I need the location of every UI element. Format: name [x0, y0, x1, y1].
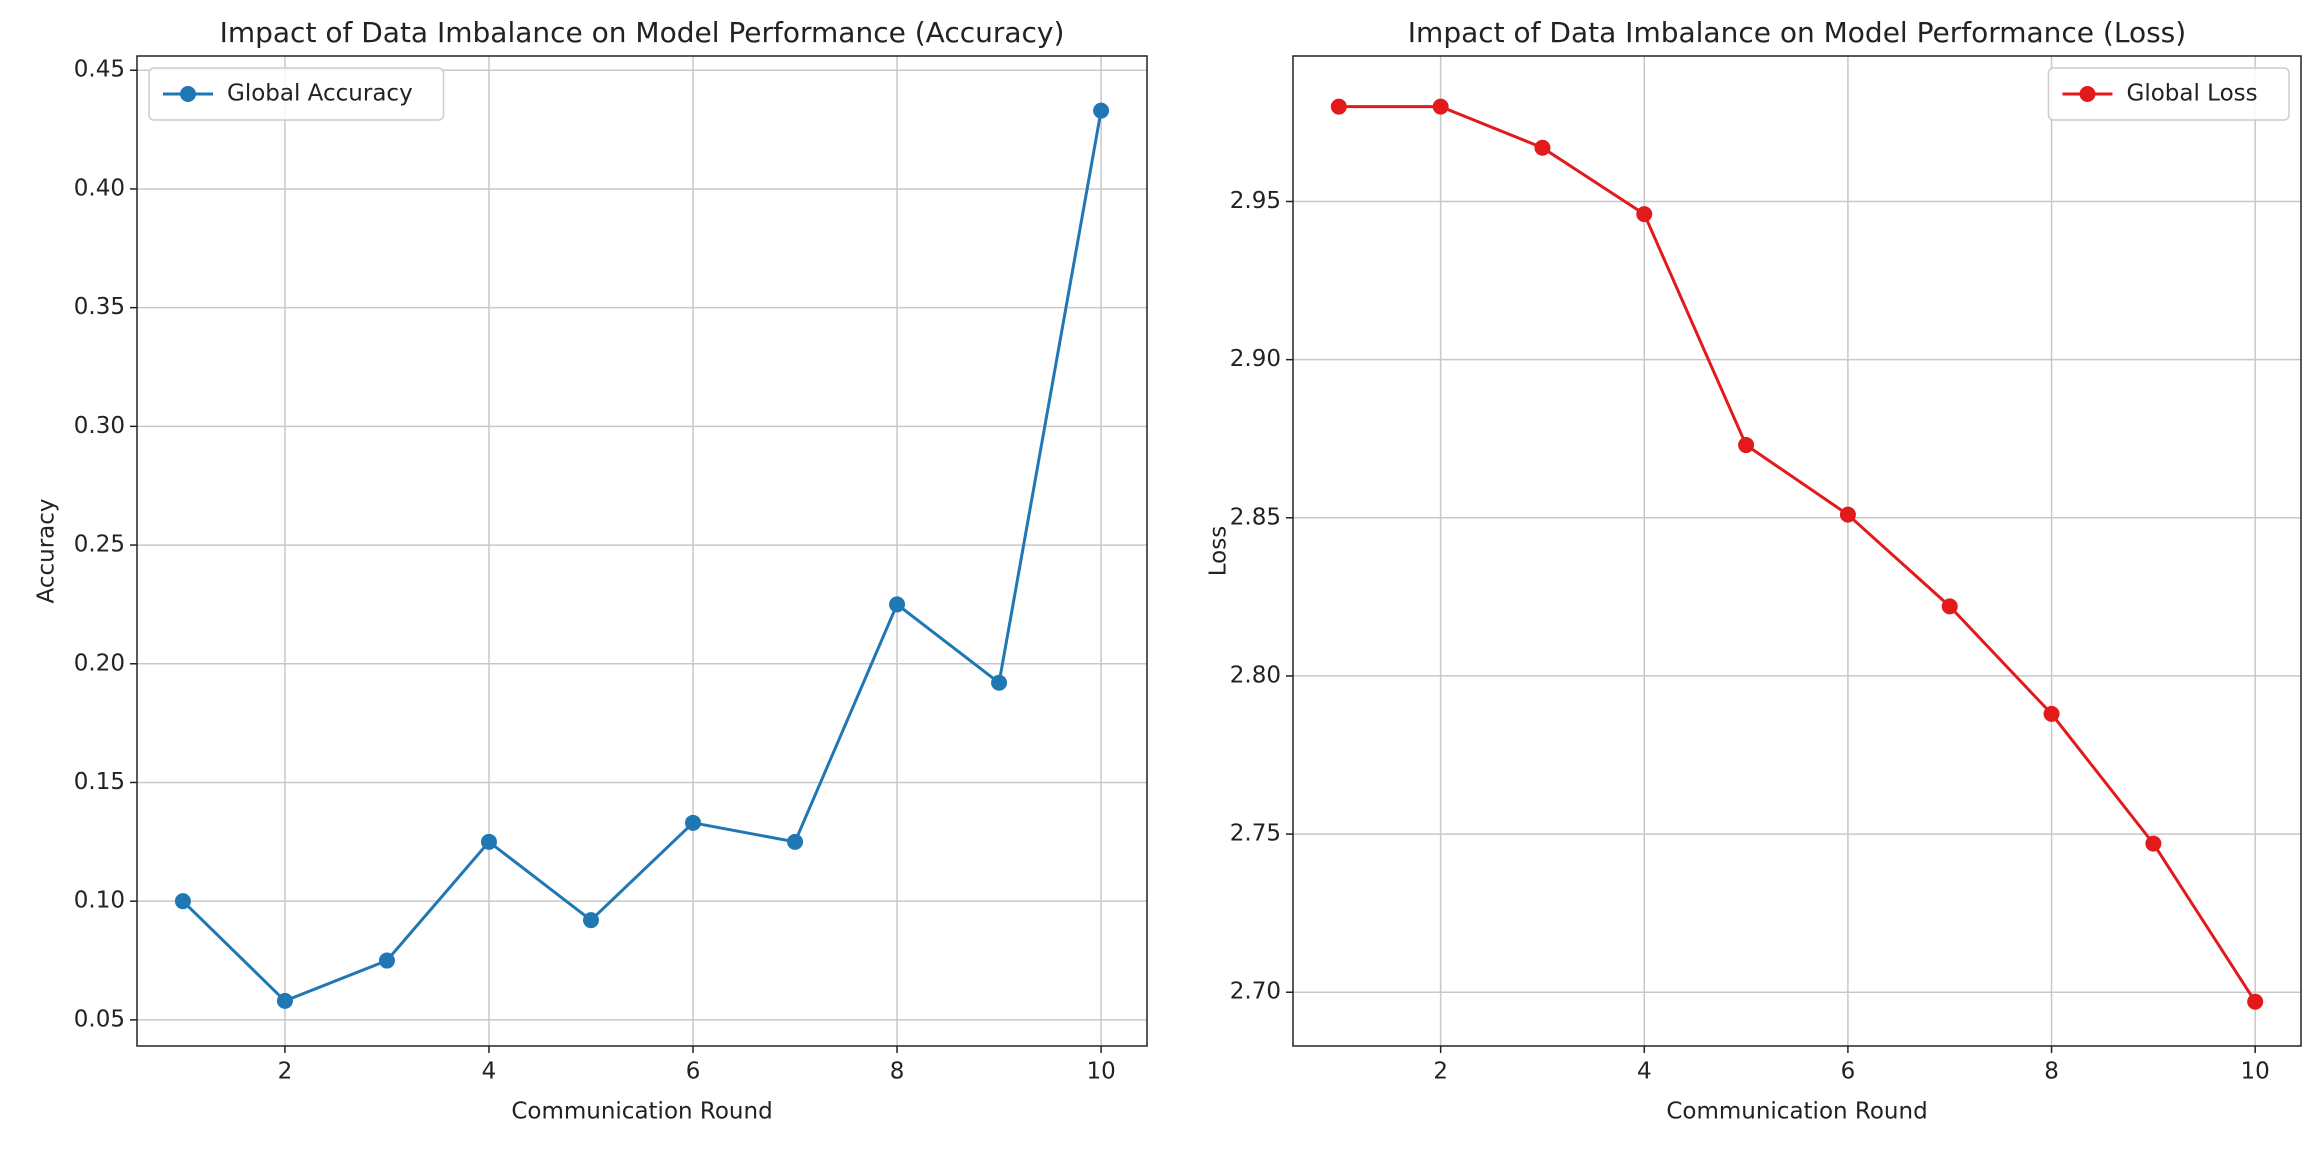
x-tick-label: 6 [1841, 1059, 1856, 1085]
legend: Global Loss [2047, 67, 2290, 121]
y-tick-label: 2.95 [1230, 188, 1281, 214]
y-tick-label: 0.05 [74, 1006, 125, 1032]
x-tick-label: 10 [2241, 1059, 2270, 1085]
marker [787, 833, 804, 850]
marker [1839, 506, 1856, 523]
legend: Global Accuracy [148, 67, 445, 121]
y-axis-label: Loss [1206, 526, 1232, 576]
x-tick-label: 8 [890, 1059, 905, 1085]
marker [1941, 598, 1958, 615]
y-tick-label: 2.80 [1230, 662, 1281, 688]
x-tick-label: 8 [2044, 1059, 2059, 1085]
legend-marker [2079, 86, 2096, 102]
chart: 2.70 2.75 2.80 2.85 2.90 2.95 2 4 6 8 10 Impact of … [1206, 16, 2302, 1125]
legend-marker [180, 86, 196, 102]
y-tick-label: 2.85 [1230, 504, 1281, 530]
legend-box [148, 67, 445, 121]
y-tick-label: 2.75 [1230, 821, 1281, 847]
marker [1093, 102, 1110, 119]
y-tick-label: 0.20 [74, 650, 125, 676]
marker [1636, 206, 1653, 223]
marker [174, 893, 191, 910]
y-tick-label: 0.30 [74, 413, 125, 439]
marker [1330, 98, 1347, 115]
plot-frame [1292, 55, 2302, 1047]
marker [991, 674, 1008, 691]
marker [1738, 437, 1755, 454]
legend-label: Global Loss [2127, 81, 2258, 107]
y-tick-label: 0.40 [74, 175, 125, 201]
marker [2145, 835, 2162, 852]
y-tick-label: 0.45 [74, 57, 125, 83]
x-tick-label: 6 [686, 1059, 701, 1085]
marker [1432, 98, 1449, 115]
x-tick-label: 4 [482, 1059, 497, 1085]
chart: 0.05 0.10 0.15 0.20 0.25 0.30 0.35 0.40 0.45 2 4 6 8… [34, 16, 1148, 1125]
marker [2043, 705, 2060, 722]
chart-title: Impact of Data Imbalance on Model Perfor… [220, 16, 1065, 49]
y-tick-label: 0.25 [74, 532, 125, 558]
marker [1534, 139, 1551, 156]
line [1338, 105, 2257, 1003]
marker [582, 912, 599, 929]
chart-title: Impact of Data Imbalance on Model Perfor… [1408, 16, 2186, 49]
x-axis-label: Communication Round [1666, 1099, 1927, 1125]
line [181, 110, 1103, 1003]
marker [2247, 993, 2264, 1010]
marker [378, 952, 395, 969]
y-tick-label: 0.35 [74, 294, 125, 320]
marker [480, 833, 497, 850]
legend-box [2047, 67, 2290, 121]
legend-label: Global Accuracy [227, 81, 413, 107]
marker [685, 814, 702, 831]
x-tick-label: 2 [278, 1059, 293, 1085]
marker [276, 992, 293, 1009]
x-tick-label: 10 [1086, 1059, 1115, 1085]
y-tick-label: 2.70 [1230, 979, 1281, 1005]
marker [889, 596, 906, 613]
plot-frame [136, 55, 1148, 1047]
x-tick-label: 4 [1637, 1059, 1652, 1085]
y-tick-label: 2.90 [1230, 346, 1281, 372]
y-tick-label: 0.15 [74, 769, 125, 795]
x-axis-label: Communication Round [511, 1099, 772, 1125]
x-tick-label: 2 [1433, 1059, 1448, 1085]
y-axis-label: Accuracy [34, 498, 60, 603]
y-tick-label: 0.10 [74, 888, 125, 914]
